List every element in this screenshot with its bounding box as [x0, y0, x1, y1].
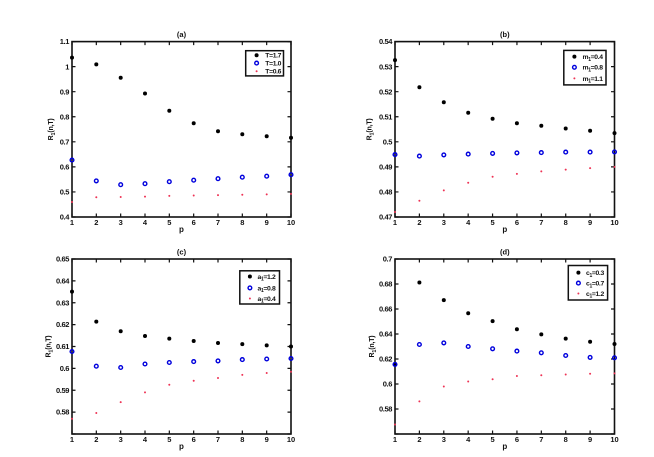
svg-text:0.52: 0.52 [379, 87, 392, 96]
svg-text:R1(n,T): R1(n,T) [369, 336, 378, 358]
svg-text:0.6: 0.6 [60, 163, 69, 172]
svg-text:0.7: 0.7 [383, 255, 392, 264]
svg-text:0.62: 0.62 [379, 355, 392, 364]
svg-text:1: 1 [70, 218, 74, 227]
svg-text:5: 5 [491, 435, 495, 444]
svg-text:5: 5 [167, 435, 171, 444]
svg-text:R1(n,T): R1(n,T) [48, 118, 57, 140]
svg-text:0.47: 0.47 [379, 213, 392, 222]
svg-text:2: 2 [417, 218, 421, 227]
svg-text:4: 4 [143, 435, 148, 444]
svg-text:R1(n,T): R1(n,T) [367, 118, 376, 140]
svg-text:0.58: 0.58 [379, 405, 392, 414]
svg-text:0.6: 0.6 [383, 380, 392, 389]
svg-text:4: 4 [466, 218, 471, 227]
svg-text:m1=0.8: m1=0.8 [583, 65, 604, 74]
svg-text:8: 8 [240, 218, 244, 227]
svg-text:7: 7 [216, 435, 220, 444]
svg-text:a1=0.8: a1=0.8 [258, 285, 276, 294]
svg-text:T=1.7: T=1.7 [265, 53, 281, 60]
svg-text:5: 5 [167, 218, 171, 227]
svg-text:8: 8 [564, 218, 568, 227]
svg-text:0.68: 0.68 [379, 280, 392, 289]
svg-text:0.4: 0.4 [60, 213, 70, 222]
svg-text:(a): (a) [177, 30, 187, 39]
svg-text:m1=0.4: m1=0.4 [583, 54, 604, 63]
svg-text:0.53: 0.53 [379, 62, 392, 71]
svg-text:0.64: 0.64 [56, 277, 70, 286]
svg-text:a1=1.2: a1=1.2 [258, 274, 276, 283]
svg-text:0.51: 0.51 [379, 112, 392, 121]
svg-text:(b): (b) [500, 30, 510, 39]
svg-text:9: 9 [265, 435, 269, 444]
svg-text:0.65: 0.65 [56, 255, 69, 264]
svg-text:0.61: 0.61 [56, 342, 69, 351]
svg-text:p: p [179, 442, 184, 451]
svg-text:T=1.0: T=1.0 [265, 61, 281, 68]
svg-text:2: 2 [94, 218, 98, 227]
svg-text:0.63: 0.63 [56, 298, 69, 307]
svg-text:c1=0.3: c1=0.3 [586, 270, 604, 279]
svg-text:(d): (d) [500, 248, 510, 257]
svg-text:3: 3 [119, 218, 123, 227]
svg-text:0.58: 0.58 [56, 408, 69, 417]
svg-text:p: p [179, 225, 184, 234]
svg-text:9: 9 [588, 435, 592, 444]
svg-text:2: 2 [417, 435, 421, 444]
svg-text:8: 8 [564, 435, 568, 444]
svg-text:0.64: 0.64 [379, 330, 393, 339]
svg-text:0.5: 0.5 [383, 137, 392, 146]
svg-text:8: 8 [240, 435, 244, 444]
svg-text:9: 9 [588, 218, 592, 227]
svg-text:0.59: 0.59 [56, 386, 69, 395]
svg-text:6: 6 [515, 218, 519, 227]
svg-text:3: 3 [442, 218, 446, 227]
svg-text:0.48: 0.48 [379, 188, 392, 197]
svg-text:T=0.6: T=0.6 [265, 69, 281, 76]
svg-text:10: 10 [287, 218, 295, 227]
svg-text:7: 7 [539, 218, 543, 227]
svg-text:c1=1.2: c1=1.2 [586, 291, 604, 300]
svg-text:0.49: 0.49 [379, 163, 392, 172]
svg-text:2: 2 [94, 435, 98, 444]
svg-text:3: 3 [119, 435, 123, 444]
svg-text:10: 10 [610, 218, 618, 227]
svg-text:p: p [502, 225, 507, 234]
svg-text:0.66: 0.66 [379, 305, 392, 314]
svg-text:a1=0.4: a1=0.4 [258, 296, 276, 305]
svg-text:3: 3 [442, 435, 446, 444]
svg-text:9: 9 [265, 218, 269, 227]
svg-text:(c): (c) [177, 248, 187, 257]
svg-text:0.8: 0.8 [60, 112, 69, 121]
svg-text:4: 4 [466, 435, 471, 444]
svg-text:0.5: 0.5 [60, 188, 69, 197]
svg-text:1: 1 [393, 218, 397, 227]
svg-text:4: 4 [143, 218, 148, 227]
svg-text:7: 7 [216, 218, 220, 227]
svg-text:7: 7 [539, 435, 543, 444]
svg-text:6: 6 [192, 218, 196, 227]
svg-text:0.6: 0.6 [60, 364, 69, 373]
svg-text:10: 10 [287, 435, 295, 444]
svg-text:1: 1 [393, 435, 397, 444]
svg-text:0.7: 0.7 [60, 137, 69, 146]
svg-text:6: 6 [515, 435, 519, 444]
svg-text:1: 1 [65, 62, 69, 71]
svg-text:m1=1.1: m1=1.1 [583, 76, 604, 85]
svg-text:0.9: 0.9 [60, 87, 69, 96]
svg-text:6: 6 [192, 435, 196, 444]
svg-text:0.54: 0.54 [379, 37, 393, 46]
svg-text:c1=0.7: c1=0.7 [586, 281, 604, 290]
svg-text:R1(n,T): R1(n,T) [46, 336, 55, 358]
svg-text:5: 5 [491, 218, 495, 227]
svg-text:1.1: 1.1 [60, 37, 69, 46]
svg-text:1: 1 [70, 435, 74, 444]
svg-text:p: p [502, 442, 507, 451]
svg-text:10: 10 [610, 435, 618, 444]
svg-text:0.62: 0.62 [56, 320, 69, 329]
